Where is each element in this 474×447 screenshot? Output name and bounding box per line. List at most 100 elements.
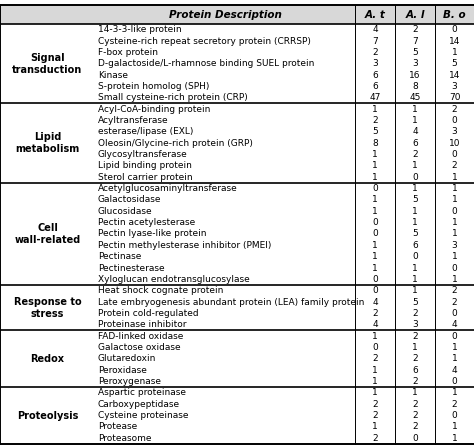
Text: 0: 0 xyxy=(412,252,418,261)
Text: 1: 1 xyxy=(452,218,457,227)
Text: Proteolysis: Proteolysis xyxy=(17,411,78,421)
Text: 3: 3 xyxy=(452,82,457,91)
Text: Cysteine proteinase: Cysteine proteinase xyxy=(98,411,189,420)
Text: Lipid
metabolism: Lipid metabolism xyxy=(15,132,80,154)
Text: Protein Description: Protein Description xyxy=(169,9,282,20)
Text: 4: 4 xyxy=(412,127,418,136)
Text: Carboxypeptidase: Carboxypeptidase xyxy=(98,400,180,409)
Text: 0: 0 xyxy=(452,377,457,386)
Text: Acyltransferase: Acyltransferase xyxy=(98,116,169,125)
Text: 0: 0 xyxy=(412,434,418,443)
Text: 4: 4 xyxy=(372,25,378,34)
Text: 1: 1 xyxy=(452,354,457,363)
Text: 0: 0 xyxy=(372,184,378,193)
Text: Peroxygenase: Peroxygenase xyxy=(98,377,161,386)
Text: 2: 2 xyxy=(452,105,457,114)
Text: 1: 1 xyxy=(412,275,418,284)
Text: 1: 1 xyxy=(412,286,418,295)
Text: 4: 4 xyxy=(452,320,457,329)
Text: Galactosidase: Galactosidase xyxy=(98,195,162,204)
Text: Pectinesterase: Pectinesterase xyxy=(98,264,164,273)
Text: 1: 1 xyxy=(372,161,378,170)
Text: 1: 1 xyxy=(412,388,418,397)
Text: 1: 1 xyxy=(412,218,418,227)
Text: F-box protein: F-box protein xyxy=(98,48,158,57)
Text: 6: 6 xyxy=(412,139,418,148)
Text: 2: 2 xyxy=(372,309,378,318)
Text: 4: 4 xyxy=(372,320,378,329)
Text: 2: 2 xyxy=(412,400,418,409)
Text: 6: 6 xyxy=(412,366,418,375)
Text: 1: 1 xyxy=(452,275,457,284)
Text: 1: 1 xyxy=(452,229,457,239)
Text: 7: 7 xyxy=(412,37,418,46)
Text: Galactose oxidase: Galactose oxidase xyxy=(98,343,181,352)
Text: 47: 47 xyxy=(369,93,381,102)
Text: Sterol carrier protein: Sterol carrier protein xyxy=(98,173,192,182)
Text: 1: 1 xyxy=(372,264,378,273)
Text: A. t: A. t xyxy=(365,9,385,20)
Text: 1: 1 xyxy=(412,184,418,193)
Text: Glycosyltransferase: Glycosyltransferase xyxy=(98,150,188,159)
Text: 0: 0 xyxy=(452,25,457,34)
Text: Pectin acetylesterase: Pectin acetylesterase xyxy=(98,218,195,227)
Text: 1: 1 xyxy=(412,207,418,216)
Text: Glucosidase: Glucosidase xyxy=(98,207,153,216)
Text: 1: 1 xyxy=(372,150,378,159)
Text: 10: 10 xyxy=(449,139,460,148)
Text: Pectin methylesterase inhibitor (PMEI): Pectin methylesterase inhibitor (PMEI) xyxy=(98,241,272,250)
Text: Late embryogenesis abundant protein (LEA) family protein: Late embryogenesis abundant protein (LEA… xyxy=(98,298,365,307)
Text: 0: 0 xyxy=(372,343,378,352)
Text: 6: 6 xyxy=(372,82,378,91)
Text: 1: 1 xyxy=(452,388,457,397)
Text: 0: 0 xyxy=(372,275,378,284)
Text: Proteinase inhibitor: Proteinase inhibitor xyxy=(98,320,186,329)
Text: 0: 0 xyxy=(372,229,378,239)
Text: 2: 2 xyxy=(412,25,418,34)
Text: S-protein homolog (SPH): S-protein homolog (SPH) xyxy=(98,82,210,91)
Bar xyxy=(0,5,474,24)
Text: 2: 2 xyxy=(452,161,457,170)
Text: 2: 2 xyxy=(412,354,418,363)
Text: FAD-linked oxidase: FAD-linked oxidase xyxy=(98,332,183,341)
Text: Oleosin/Glycine-rich protein (GRP): Oleosin/Glycine-rich protein (GRP) xyxy=(98,139,253,148)
Text: Aspartic proteinase: Aspartic proteinase xyxy=(98,388,186,397)
Text: 0: 0 xyxy=(452,150,457,159)
Text: 2: 2 xyxy=(452,286,457,295)
Text: 1: 1 xyxy=(372,195,378,204)
Text: Kinase: Kinase xyxy=(98,71,128,80)
Text: Protein cold-regulated: Protein cold-regulated xyxy=(98,309,199,318)
Text: 7: 7 xyxy=(372,37,378,46)
Text: 5: 5 xyxy=(412,229,418,239)
Text: esterase/lipase (EXL): esterase/lipase (EXL) xyxy=(98,127,193,136)
Text: 1: 1 xyxy=(452,343,457,352)
Text: 1: 1 xyxy=(452,422,457,431)
Text: 2: 2 xyxy=(412,309,418,318)
Text: Small cysteine-rich protein (CRP): Small cysteine-rich protein (CRP) xyxy=(98,93,248,102)
Text: 3: 3 xyxy=(372,59,378,68)
Text: 2: 2 xyxy=(372,411,378,420)
Text: 0: 0 xyxy=(372,286,378,295)
Text: 0: 0 xyxy=(452,207,457,216)
Text: 3: 3 xyxy=(452,127,457,136)
Text: 0: 0 xyxy=(452,411,457,420)
Text: 2: 2 xyxy=(452,400,457,409)
Text: 14-3-3-like protein: 14-3-3-like protein xyxy=(98,25,182,34)
Text: Cysteine-rich repeat secretory protein (CRRSP): Cysteine-rich repeat secretory protein (… xyxy=(98,37,311,46)
Text: Xyloglucan endotransglucosylase: Xyloglucan endotransglucosylase xyxy=(98,275,250,284)
Text: 1: 1 xyxy=(372,207,378,216)
Text: 2: 2 xyxy=(412,150,418,159)
Text: 5: 5 xyxy=(412,298,418,307)
Text: 5: 5 xyxy=(372,127,378,136)
Text: 14: 14 xyxy=(449,37,460,46)
Text: Acetylglucosaminyltransferase: Acetylglucosaminyltransferase xyxy=(98,184,238,193)
Text: 0: 0 xyxy=(372,218,378,227)
Text: 2: 2 xyxy=(412,377,418,386)
Text: 70: 70 xyxy=(449,93,460,102)
Text: 1: 1 xyxy=(372,388,378,397)
Text: 0: 0 xyxy=(452,116,457,125)
Text: 2: 2 xyxy=(452,298,457,307)
Text: Heat shock cognate protein: Heat shock cognate protein xyxy=(98,286,223,295)
Text: Signal
transduction: Signal transduction xyxy=(12,53,82,75)
Text: 1: 1 xyxy=(452,252,457,261)
